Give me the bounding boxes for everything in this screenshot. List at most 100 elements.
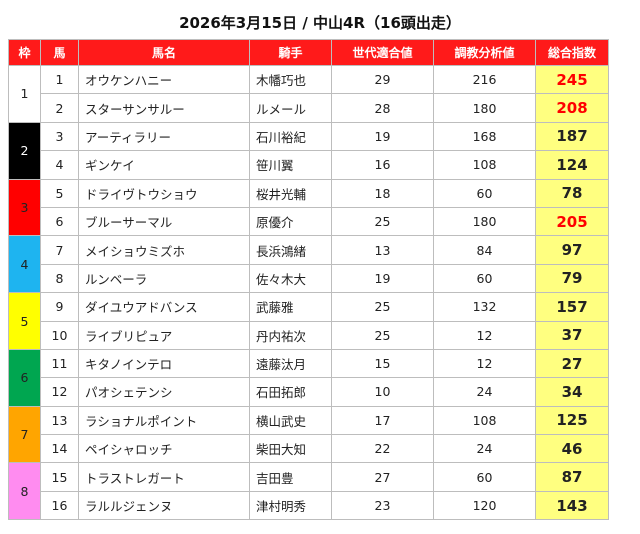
header-horse-name: 馬名 — [78, 39, 250, 66]
chokyo-value-cell: 132 — [433, 292, 536, 322]
table-body: 1 1 オウケンハニー 木幡巧也 29 216 245 2 スターサンサルー ルメール 28 180 2… — [8, 64, 609, 521]
jockey-cell: 原優介 — [249, 206, 332, 237]
table-row: 2 スターサンサルー ルメール 28 180 208 — [9, 93, 609, 123]
chokyo-value-cell: 180 — [433, 206, 536, 237]
total-index-cell: 37 — [535, 320, 609, 350]
horse-number-cell: 1 — [40, 64, 79, 95]
horse-name-cell: ブルーサーマル — [78, 206, 250, 237]
sedai-value-cell: 13 — [331, 235, 434, 265]
table-header-row: 枠 馬 馬名 騎手 世代適合値 調教分析値 総合指数 — [8, 39, 609, 66]
total-index-cell: 34 — [535, 377, 609, 407]
horse-name-cell: パオシェテンシ — [78, 377, 250, 407]
chokyo-value-cell: 60 — [433, 178, 536, 208]
horse-number-cell: 11 — [40, 348, 79, 379]
waku-cell: 6 — [8, 348, 41, 407]
horse-name-cell: ライブリピュア — [78, 320, 250, 350]
total-index-cell: 125 — [535, 405, 609, 436]
table-row: 6 11 キタノインテロ 遠藤汰月 15 12 27 — [8, 348, 609, 407]
horse-name-cell: ダイユウアドバンス — [78, 292, 250, 322]
sedai-value-cell: 25 — [331, 320, 434, 350]
horse-name-cell: ルンベーラ — [78, 263, 250, 294]
chokyo-value-cell: 108 — [433, 405, 536, 436]
horse-number-cell: 6 — [40, 206, 79, 237]
horse-number-cell: 5 — [40, 178, 79, 208]
total-index-cell: 245 — [535, 64, 609, 95]
jockey-cell: 遠藤汰月 — [249, 348, 332, 379]
horse-number-cell: 4 — [40, 150, 79, 180]
horse-number-cell: 12 — [40, 377, 79, 407]
table-row: 6 ブルーサーマル 原優介 25 180 205 — [9, 206, 609, 237]
jockey-cell: 武藤雅 — [249, 292, 332, 322]
sedai-value-cell: 25 — [331, 292, 434, 322]
sedai-value-cell: 16 — [331, 150, 434, 180]
total-index-cell: 79 — [535, 263, 609, 294]
jockey-cell: 柴田大知 — [249, 434, 332, 464]
table-row: 14 ペイシャロッチ 柴田大知 22 24 46 — [9, 434, 609, 464]
jockey-cell: 丹内祐次 — [249, 320, 332, 350]
horse-number-cell: 7 — [40, 235, 79, 265]
header-sedai: 世代適合値 — [331, 39, 434, 66]
horse-name-cell: ペイシャロッチ — [78, 434, 250, 464]
table-row: 1 1 オウケンハニー 木幡巧也 29 216 245 — [8, 64, 609, 123]
sedai-value-cell: 27 — [331, 462, 434, 492]
horse-name-cell: オウケンハニー — [78, 64, 250, 95]
header-jockey: 騎手 — [249, 39, 332, 66]
waku-cell: 2 — [8, 121, 41, 180]
total-index-cell: 124 — [535, 150, 609, 180]
sedai-value-cell: 19 — [331, 263, 434, 294]
chokyo-value-cell: 60 — [433, 263, 536, 294]
total-index-cell: 46 — [535, 434, 609, 464]
jockey-cell: 笹川翼 — [249, 150, 332, 180]
waku-cell: 8 — [8, 462, 41, 521]
table-row: 8 ルンベーラ 佐々木大 19 60 79 — [9, 263, 609, 294]
chokyo-value-cell: 84 — [433, 235, 536, 265]
horse-number-cell: 3 — [40, 121, 79, 152]
chokyo-value-cell: 180 — [433, 93, 536, 123]
horse-name-cell: アーティラリー — [78, 121, 250, 152]
table-row: 12 パオシェテンシ 石田拓郎 10 24 34 — [9, 377, 609, 407]
total-index-cell: 97 — [535, 235, 609, 265]
chokyo-value-cell: 168 — [433, 121, 536, 152]
sedai-value-cell: 15 — [331, 348, 434, 379]
horse-number-cell: 15 — [40, 462, 79, 492]
jockey-cell: 石田拓郎 — [249, 377, 332, 407]
sedai-value-cell: 19 — [331, 121, 434, 152]
table-row: 2 3 アーティラリー 石川裕紀 19 168 187 — [8, 121, 609, 180]
horse-name-cell: トラストレガート — [78, 462, 250, 492]
jockey-cell: 吉田豊 — [249, 462, 332, 492]
table-row: 16 ラルルジェンヌ 津村明秀 23 120 143 — [9, 490, 609, 521]
horse-number-cell: 14 — [40, 434, 79, 464]
waku-cell: 1 — [8, 65, 41, 123]
jockey-cell: 石川裕紀 — [249, 121, 332, 152]
horse-number-cell: 8 — [40, 263, 79, 294]
sedai-value-cell: 22 — [331, 434, 434, 464]
header-chokyo: 調教分析値 — [433, 39, 536, 66]
chokyo-value-cell: 216 — [433, 64, 536, 95]
jockey-cell: 佐々木大 — [249, 263, 332, 294]
total-index-cell: 187 — [535, 121, 609, 152]
horse-name-cell: メイショウミズホ — [78, 235, 250, 265]
horse-number-cell: 13 — [40, 405, 79, 436]
chokyo-value-cell: 120 — [433, 490, 536, 521]
total-index-cell: 157 — [535, 292, 609, 322]
horse-name-cell: スターサンサルー — [78, 93, 250, 123]
horse-name-cell: ドライヴトウショウ — [78, 178, 250, 208]
total-index-cell: 205 — [535, 206, 609, 237]
sedai-value-cell: 29 — [331, 64, 434, 95]
header-uma: 馬 — [40, 39, 79, 66]
header-total: 総合指数 — [535, 39, 609, 66]
header-waku: 枠 — [8, 39, 41, 66]
total-index-cell: 78 — [535, 178, 609, 208]
sedai-value-cell: 17 — [331, 405, 434, 436]
table-row: 10 ライブリピュア 丹内祐次 25 12 37 — [9, 320, 609, 350]
jockey-cell: 津村明秀 — [249, 490, 332, 521]
table-row: 4 7 メイショウミズホ 長浜鴻緒 13 84 97 — [8, 235, 609, 294]
table-row: 3 5 ドライヴトウショウ 桜井光輔 18 60 78 — [8, 178, 609, 237]
sedai-value-cell: 18 — [331, 178, 434, 208]
jockey-cell: ルメール — [249, 93, 332, 123]
chokyo-value-cell: 12 — [433, 320, 536, 350]
table-row: 8 15 トラストレガート 吉田豊 27 60 87 — [8, 462, 609, 521]
total-index-cell: 87 — [535, 462, 609, 492]
jockey-cell: 桜井光輔 — [249, 178, 332, 208]
horse-number-cell: 2 — [40, 93, 79, 123]
